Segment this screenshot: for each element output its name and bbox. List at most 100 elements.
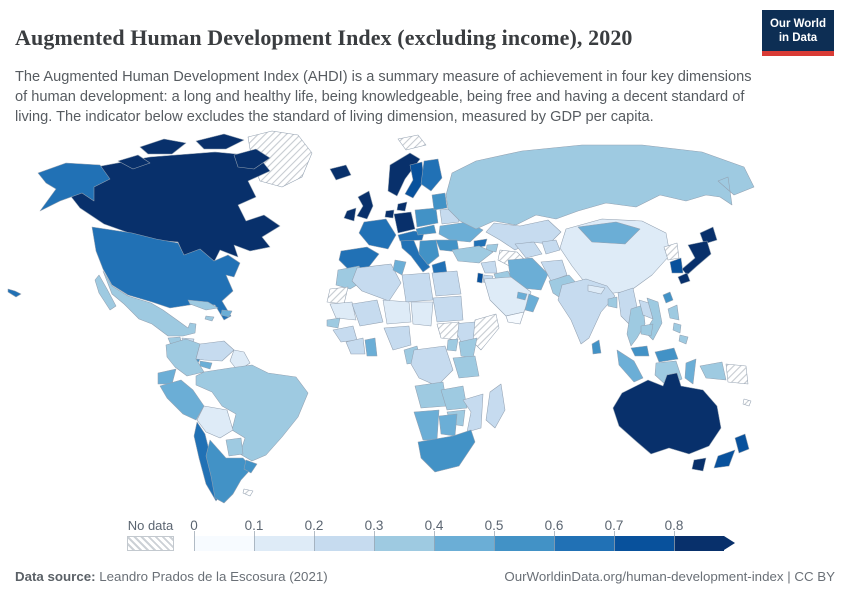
country-germany[interactable] <box>393 211 416 234</box>
country-guinea[interactable] <box>332 325 358 343</box>
country-namibia[interactable] <box>413 409 440 441</box>
legend-segment[interactable] <box>494 536 554 551</box>
country-france[interactable] <box>358 218 397 250</box>
country-uganda[interactable] <box>446 338 459 352</box>
country-cote-divoire[interactable] <box>345 337 366 355</box>
country-syria[interactable] <box>480 260 498 274</box>
legend-segment[interactable] <box>194 536 254 551</box>
country-western-sahara[interactable] <box>326 286 349 305</box>
country-indonesia[interactable] <box>616 349 644 383</box>
country-north-korea[interactable] <box>663 242 680 261</box>
country-papua-new-guinea[interactable] <box>725 363 749 385</box>
country-botswana[interactable] <box>438 413 458 437</box>
country-japan[interactable] <box>699 226 718 245</box>
country-new-zealand[interactable] <box>734 433 750 454</box>
country-south-sudan[interactable] <box>436 321 460 341</box>
country-malaysia[interactable] <box>630 345 650 357</box>
country-south-africa[interactable] <box>417 429 476 473</box>
country-sudan[interactable] <box>432 295 464 323</box>
country-mexico[interactable] <box>94 274 117 311</box>
country-russia[interactable] <box>445 144 755 230</box>
country-falkland-islands[interactable] <box>242 488 254 497</box>
country-balkans[interactable] <box>418 239 440 266</box>
country-gulf-states[interactable] <box>516 291 528 301</box>
country-mongolia[interactable] <box>577 221 641 245</box>
country-mali[interactable] <box>351 299 384 327</box>
country-panama[interactable] <box>199 360 213 370</box>
country-indonesia-papua[interactable] <box>699 361 727 381</box>
country-chad[interactable] <box>410 301 434 327</box>
country-south-korea[interactable] <box>669 257 684 274</box>
country-mauritania[interactable] <box>329 301 357 321</box>
legend-segment[interactable] <box>434 536 494 551</box>
country-canada[interactable] <box>195 133 245 150</box>
country-hispaniola[interactable] <box>220 309 233 318</box>
country-iceland[interactable] <box>329 164 352 181</box>
legend-segment[interactable] <box>254 536 314 551</box>
country-ecuador[interactable] <box>157 368 177 385</box>
country-somalia[interactable] <box>472 313 500 351</box>
legend-segment[interactable] <box>614 536 674 551</box>
country-ireland[interactable] <box>343 207 357 222</box>
country-zambia[interactable] <box>440 385 468 411</box>
country-niger[interactable] <box>382 299 412 325</box>
country-fiji[interactable] <box>742 398 752 407</box>
country-philippines[interactable] <box>678 334 689 345</box>
country-canada[interactable] <box>117 154 151 170</box>
country-taiwan[interactable] <box>662 291 674 304</box>
country-norway[interactable] <box>387 152 421 197</box>
country-yemen[interactable] <box>505 311 525 325</box>
country-nigeria[interactable] <box>383 325 412 351</box>
country-mexico[interactable] <box>102 270 197 337</box>
country-japan[interactable] <box>681 240 712 276</box>
country-finland[interactable] <box>420 158 443 192</box>
country-cambodia[interactable] <box>640 323 654 337</box>
country-baltics[interactable] <box>431 192 448 211</box>
legend-segment[interactable] <box>374 536 434 551</box>
country-ghana[interactable] <box>364 337 378 357</box>
country-senegal[interactable] <box>326 317 341 329</box>
country-dr-congo[interactable] <box>410 345 454 387</box>
country-turkey[interactable] <box>451 245 494 264</box>
country-canada[interactable] <box>139 138 187 155</box>
country-bolivia[interactable] <box>196 405 234 439</box>
country-tanzania[interactable] <box>452 355 480 379</box>
legend-segment[interactable] <box>314 536 374 551</box>
country-uruguay[interactable] <box>243 459 258 474</box>
country-brazil[interactable] <box>195 364 309 462</box>
country-cuba[interactable] <box>187 299 219 311</box>
country-libya[interactable] <box>401 272 434 303</box>
country-denmark[interactable] <box>396 201 408 212</box>
country-madagascar[interactable] <box>485 383 506 429</box>
country-japan[interactable] <box>677 272 691 285</box>
country-venezuela[interactable] <box>195 340 235 362</box>
country-czech-slovakia[interactable] <box>415 224 437 236</box>
country-sweden[interactable] <box>404 161 425 199</box>
country-sri-lanka[interactable] <box>591 339 602 355</box>
country-united-states[interactable] <box>37 162 111 212</box>
country-new-zealand[interactable] <box>713 449 736 469</box>
country-australia[interactable] <box>691 457 707 472</box>
country-australia[interactable] <box>612 372 722 455</box>
country-uzbekistan[interactable] <box>514 241 543 259</box>
country-egypt[interactable] <box>431 270 462 297</box>
country-oman[interactable] <box>524 293 540 313</box>
country-peru[interactable] <box>159 379 205 421</box>
country-afghanistan[interactable] <box>540 259 568 282</box>
country-china[interactable] <box>559 218 671 295</box>
country-georgia[interactable] <box>473 238 488 249</box>
country-jamaica[interactable] <box>204 315 215 322</box>
country-bangladesh[interactable] <box>607 296 618 309</box>
country-philippines[interactable] <box>672 322 682 334</box>
country-poland[interactable] <box>414 207 439 228</box>
country-paraguay[interactable] <box>225 437 244 457</box>
legend-segment[interactable] <box>554 536 614 551</box>
country-benelux[interactable] <box>384 209 395 219</box>
country-united-states[interactable] <box>91 226 241 321</box>
country-malaysia[interactable] <box>654 347 679 363</box>
country-argentina[interactable] <box>205 439 253 504</box>
country-mozambique[interactable] <box>462 393 484 433</box>
country-kyrgyzstan-tajikistan[interactable] <box>541 239 561 255</box>
country-united-kingdom[interactable] <box>356 190 374 220</box>
country-svalbard[interactable] <box>397 134 427 151</box>
